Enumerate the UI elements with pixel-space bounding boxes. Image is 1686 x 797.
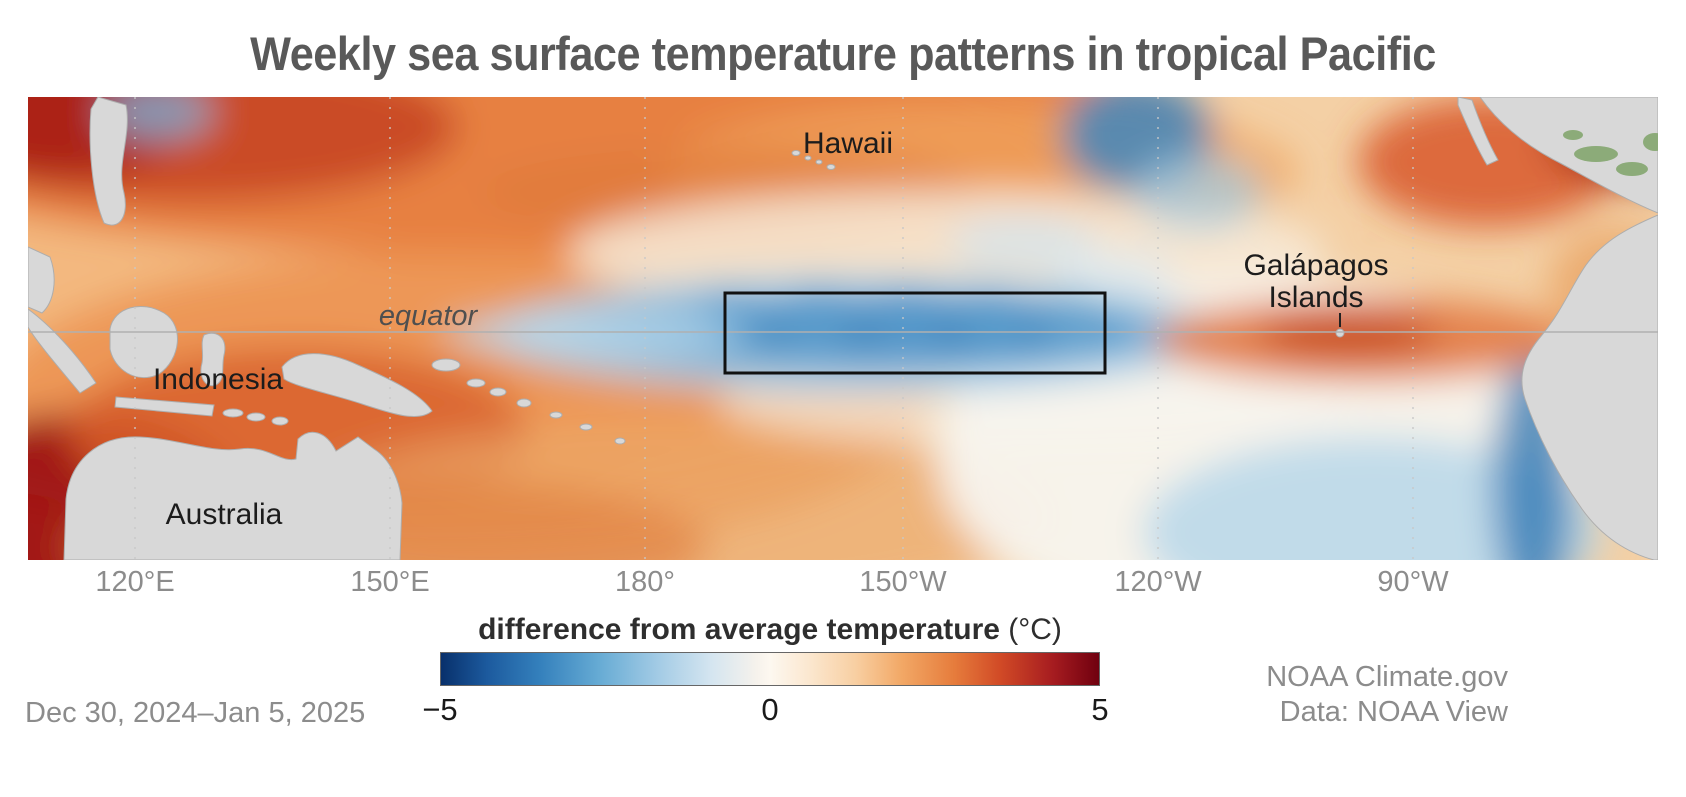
label-galapagos-line2: Islands — [1268, 281, 1363, 314]
colorbar-min-label: −5 — [422, 692, 458, 727]
colorbar — [440, 652, 1100, 686]
sst-anomaly-field — [28, 97, 1658, 560]
land-hawaii-islands — [791, 150, 801, 156]
axis-tick-120w: 120°W — [1114, 566, 1202, 598]
axis-tick-120e: 120°E — [95, 566, 175, 598]
land-caribbean — [1563, 130, 1658, 176]
axis-tick-150e: 150°E — [350, 566, 430, 598]
page-title: Weekly sea surface temperature patterns … — [250, 27, 1436, 80]
legend-title: difference from average temperature (°C) — [440, 613, 1100, 647]
land-java — [114, 396, 215, 417]
longitude-gridlines — [134, 97, 1414, 560]
label-indonesia: Indonesia — [153, 363, 283, 396]
nino-region-box — [723, 291, 1107, 375]
land-borneo — [109, 305, 178, 379]
colorbar-max-label: 5 — [1091, 692, 1109, 727]
axis-tick-90w: 90°W — [1377, 566, 1449, 598]
sst-anomaly-map: Hawaii Galápagos Islands Indonesia Austr… — [28, 97, 1658, 560]
land-malay-peninsula — [28, 246, 55, 314]
pacific-sst-map: Hawaii Galápagos Islands Indonesia Austr… — [28, 97, 1658, 560]
axis-tick-180: 180° — [615, 566, 675, 598]
label-galapagos-line1: Galápagos — [1243, 249, 1388, 282]
legend-title-text: difference from average temperature — [478, 613, 1000, 646]
axis-tick-150w: 150°W — [859, 566, 947, 598]
land-philippines — [89, 97, 128, 226]
label-equator: equator — [379, 300, 479, 332]
legend-title-unit: (°C) — [1008, 613, 1062, 646]
land-north-america — [1479, 97, 1658, 214]
land-galapagos — [1335, 328, 1345, 338]
label-hawaii: Hawaii — [803, 127, 893, 160]
date-range: Dec 30, 2024–Jan 5, 2025 — [25, 697, 366, 729]
label-australia: Australia — [166, 498, 283, 531]
land-sulawesi — [200, 332, 226, 387]
land-south-america — [1521, 214, 1658, 560]
land-masses — [28, 97, 1658, 560]
credit-data: Data: NOAA View — [1279, 696, 1508, 729]
land-baja-california — [1457, 97, 1499, 166]
credit-source: NOAA Climate.gov — [1266, 661, 1508, 693]
land-new-guinea — [281, 353, 433, 418]
credits: NOAA Climate.gov Data: NOAA View — [1266, 660, 1508, 731]
colorbar-mid-label: 0 — [761, 692, 779, 727]
land-sumatra — [28, 308, 97, 394]
land-australia — [63, 431, 403, 560]
